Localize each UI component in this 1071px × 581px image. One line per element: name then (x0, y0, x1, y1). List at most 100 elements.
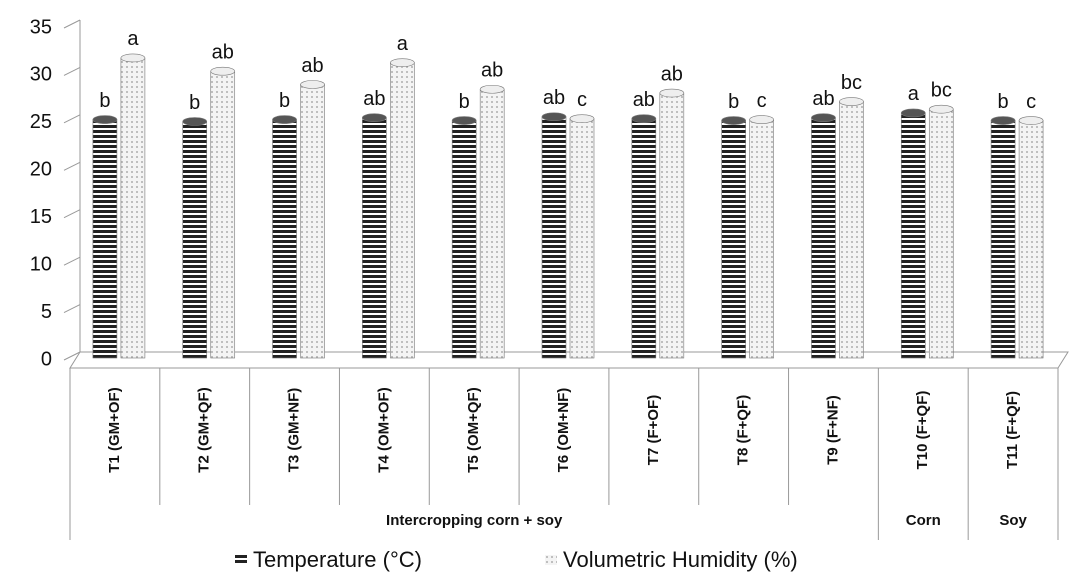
bar (479, 88, 505, 359)
y-tick-label: 10 (30, 253, 52, 275)
bar-top (451, 116, 477, 125)
bar (659, 92, 685, 359)
bar-top (272, 115, 297, 124)
significance-letter: ab (301, 55, 323, 77)
bar-top (721, 116, 746, 125)
bar (631, 118, 657, 359)
tick-mark (63, 161, 81, 171)
y-tick-label: 25 (30, 111, 52, 133)
significance-letter: a (908, 83, 920, 105)
bar-top (569, 114, 595, 123)
bar-top (928, 104, 954, 114)
bar-top (839, 97, 864, 106)
legend-label: Temperature (°C) (253, 547, 422, 572)
x-tick-label: T7 (F+OF) (645, 395, 662, 465)
bar (541, 116, 567, 359)
x-tick-label: T4 (OM+OF) (375, 387, 392, 472)
bar (900, 112, 926, 359)
significance-letter: ab (543, 87, 565, 109)
bar (451, 120, 477, 359)
bar-top (390, 58, 415, 67)
bar-top (811, 113, 836, 123)
group-label: Soy (999, 512, 1027, 529)
significance-letter: ab (633, 89, 655, 111)
x-tick-label: T1 (GM+OF) (106, 387, 123, 472)
legend-label: Volumetric Humidity (%) (563, 547, 798, 572)
bar-top (631, 114, 657, 123)
group-label: Intercropping corn + soy (386, 512, 563, 529)
bar-top (990, 116, 1016, 125)
x-tick-label: T5 (OM+QF) (465, 387, 482, 472)
bar (990, 120, 1016, 359)
x-tick-label: T9 (F+NF) (824, 395, 841, 465)
bar (182, 121, 208, 359)
tick-mark (63, 304, 81, 314)
bar-top (120, 53, 146, 63)
legend-swatch (235, 555, 247, 565)
y-tick-label: 0 (41, 348, 52, 370)
bar-top (749, 115, 774, 124)
y-tick-label: 15 (30, 206, 52, 228)
bar-top (479, 84, 505, 94)
y-tick-label: 30 (30, 64, 52, 86)
bar-top (210, 66, 236, 76)
x-tick-label: T3 (GM+NF) (286, 388, 303, 473)
bar (272, 119, 297, 359)
significance-letter: b (728, 91, 739, 113)
significance-letter: a (397, 33, 409, 55)
bar (749, 119, 774, 359)
bar-top (300, 80, 325, 89)
bar (721, 120, 746, 359)
significance-letter: a (127, 28, 139, 50)
x-tick-label: T11 (F+QF) (1004, 391, 1021, 469)
bar (839, 101, 864, 359)
y-tick-label: 20 (30, 159, 52, 181)
tick-mark (63, 19, 81, 29)
significance-letter: b (459, 91, 470, 113)
y-tick-label: 5 (41, 301, 52, 323)
significance-letter: ab (481, 60, 503, 82)
bar-top (182, 117, 208, 126)
tick-mark (63, 209, 81, 219)
bar (569, 118, 595, 359)
significance-letter: c (1026, 91, 1036, 113)
significance-letter: ab (212, 42, 234, 64)
bar-top (659, 88, 685, 98)
significance-letter: b (279, 90, 290, 112)
bar (1018, 120, 1044, 359)
bar (210, 70, 236, 359)
significance-letter: c (757, 90, 767, 112)
bar (928, 108, 954, 359)
group-label: Corn (906, 512, 941, 529)
bar (120, 57, 146, 359)
bar-top (362, 113, 387, 123)
bar (362, 117, 387, 359)
x-tick-label: T2 (GM+QF) (196, 387, 213, 472)
x-tick-label: T8 (F+QF) (735, 395, 752, 465)
significance-letter: bc (931, 79, 952, 101)
significance-letter: b (99, 90, 110, 112)
tick-mark (63, 66, 81, 76)
significance-letter: ab (812, 88, 834, 110)
significance-letter: ab (363, 88, 385, 110)
significance-letter: ab (661, 63, 683, 85)
significance-letter: c (577, 89, 587, 111)
y-tick-label: 35 (30, 16, 52, 38)
tick-mark (63, 351, 81, 361)
legend-swatch (545, 555, 557, 565)
bar-top (92, 115, 118, 124)
bar (811, 117, 836, 359)
bar (390, 62, 415, 359)
significance-letter: b (998, 91, 1009, 113)
bar-top (900, 108, 926, 118)
bar (300, 84, 325, 359)
x-tick-label: T10 (F+QF) (914, 391, 931, 470)
bar (92, 119, 118, 359)
bar-top (541, 112, 567, 122)
x-tick-label: T6 (OM+NF) (555, 388, 572, 473)
significance-letter: bc (841, 72, 862, 94)
significance-letter: b (189, 92, 200, 114)
tick-mark (63, 114, 81, 124)
bar-top (1018, 116, 1044, 125)
